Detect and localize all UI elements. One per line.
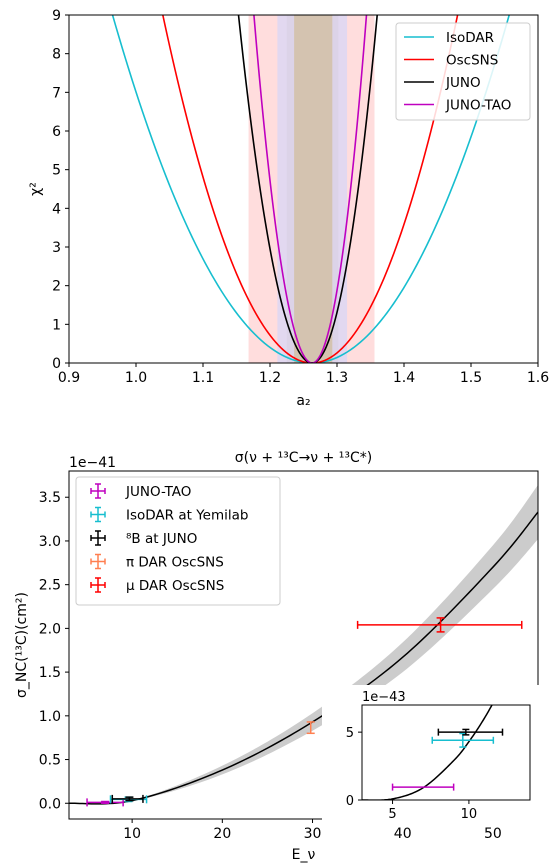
legend-swatch bbox=[90, 577, 106, 593]
y-tick-label: 7 bbox=[52, 85, 61, 101]
y-tick-label: 1.0 bbox=[39, 709, 61, 725]
y-tick-label: 5 bbox=[52, 163, 61, 179]
y-tick-label: 1 bbox=[52, 317, 61, 333]
legend-label: π DAR OscSNS bbox=[126, 555, 224, 571]
plot-frame bbox=[68, 470, 539, 820]
y-tick-label: 0.0 bbox=[39, 796, 61, 812]
legend-box bbox=[75, 476, 281, 606]
y-tick-label: 6 bbox=[52, 124, 61, 140]
y-tick-label: 3.5 bbox=[39, 490, 61, 506]
x-tick-label: 1.6 bbox=[527, 370, 549, 386]
y-tick-label: 2.0 bbox=[39, 621, 61, 637]
data-point--dar-oscsns bbox=[356, 617, 523, 633]
legend-swatch bbox=[90, 506, 106, 523]
y-tick-label: 2.5 bbox=[39, 578, 61, 594]
inset-y-tick-label: 5 bbox=[346, 726, 354, 741]
legend-label: μ DAR OscSNS bbox=[126, 578, 224, 594]
y-tick-label: 4 bbox=[52, 201, 61, 217]
y-tick-label: 2 bbox=[52, 279, 61, 295]
y-ticks: 0.0 0.5 1.0 1.5 2.0 2.5 3.0 3.5 bbox=[39, 490, 69, 812]
inset-point bbox=[391, 783, 455, 791]
y-tick-label: 8 bbox=[52, 47, 61, 63]
y-axis-label: σ_NC(¹³C)(cm²) bbox=[14, 592, 30, 698]
y-tick-label: 1.5 bbox=[39, 665, 61, 681]
legend-box bbox=[395, 22, 531, 121]
x-tick-label: 10 bbox=[123, 826, 141, 842]
y-tick-label: 9 bbox=[52, 8, 61, 24]
inset-y-tick-label: 0 bbox=[346, 794, 354, 809]
legend-label: OscSNS bbox=[446, 53, 498, 69]
x-tick-label: 1.4 bbox=[393, 370, 415, 386]
legend-label: JUNO-TAO bbox=[445, 98, 511, 114]
legend-swatch bbox=[90, 483, 106, 499]
x-tick-label: 1.5 bbox=[460, 370, 482, 386]
band-isodar bbox=[294, 15, 333, 363]
inset-frame bbox=[361, 704, 531, 801]
inset-background bbox=[322, 685, 540, 825]
data-point--dar-oscsns bbox=[306, 721, 315, 735]
y-tick-label: 3 bbox=[52, 240, 61, 256]
y-tick-label: 0.5 bbox=[39, 753, 61, 769]
legend-swatch bbox=[90, 553, 106, 570]
y-axis-label: χ² bbox=[28, 182, 44, 196]
legend-label: JUNO bbox=[445, 75, 481, 91]
x-ticks: 10 20 30 40 50 bbox=[123, 819, 502, 842]
x-tick-label: 30 bbox=[304, 826, 322, 842]
inset-theory-line bbox=[362, 705, 493, 800]
x-tick-label: 50 bbox=[484, 826, 502, 842]
legend-label: ⁸B at JUNO bbox=[126, 531, 197, 547]
y-tick-label: 0 bbox=[52, 356, 61, 372]
y-tick-label: 3.0 bbox=[39, 534, 61, 550]
legend-label: IsoDAR bbox=[446, 30, 494, 46]
x-tick-label: 1.0 bbox=[125, 370, 147, 386]
legend-label: IsoDAR at Yemilab bbox=[126, 508, 248, 524]
x-tick-label: 1.2 bbox=[259, 370, 281, 386]
x-ticks: 0.9 1.0 1.1 1.2 1.3 1.4 1.5 1.6 bbox=[58, 363, 549, 386]
y-ticks: 0 1 2 3 4 5 6 7 8 9 bbox=[52, 8, 69, 372]
chart-title: σ(ν + ¹³C→ν + ¹³C*) bbox=[235, 450, 372, 466]
confidence-bands bbox=[248, 15, 375, 363]
inset-x-tick-label: 5 bbox=[388, 807, 396, 822]
inset-point bbox=[437, 728, 504, 736]
x-tick-label: 1.3 bbox=[326, 370, 348, 386]
data-points bbox=[86, 617, 523, 807]
chi2-chart: 0.9 1.0 1.1 1.2 1.3 1.4 1.5 1.6 0 1 2 3 4 5 6 7 8 9 a₂ χ… bbox=[28, 8, 549, 409]
x-axis-label: a₂ bbox=[296, 393, 310, 409]
legend-swatch bbox=[90, 530, 106, 546]
inset-chart: 5 10 0 5 1e−43 bbox=[322, 685, 540, 825]
inset-x-tick-label: 10 bbox=[461, 807, 478, 822]
cross-section-chart: σ(ν + ¹³C→ν + ¹³C*) 1e−41 10 20 30 40 50 0.0… bbox=[14, 450, 540, 863]
data-point--b-at-juno bbox=[111, 794, 144, 803]
data-point-juno-tao bbox=[86, 798, 124, 807]
x-tick-label: 1.1 bbox=[192, 370, 214, 386]
legend: JUNO-TAO IsoDAR at Yemilab ⁸B at JUNO π DAR… bbox=[75, 476, 281, 606]
inset-y-multiplier: 1e−43 bbox=[362, 690, 406, 705]
legend: IsoDAR OscSNS JUNO JUNO-TAO bbox=[395, 22, 531, 121]
x-axis-label: E_ν bbox=[292, 847, 316, 863]
plot-frame bbox=[68, 14, 539, 364]
x-tick-label: 0.9 bbox=[58, 370, 80, 386]
x-tick-label: 20 bbox=[213, 826, 231, 842]
x-tick-label: 40 bbox=[394, 826, 412, 842]
legend-label: JUNO-TAO bbox=[125, 484, 191, 500]
y-multiplier: 1e−41 bbox=[69, 455, 116, 471]
